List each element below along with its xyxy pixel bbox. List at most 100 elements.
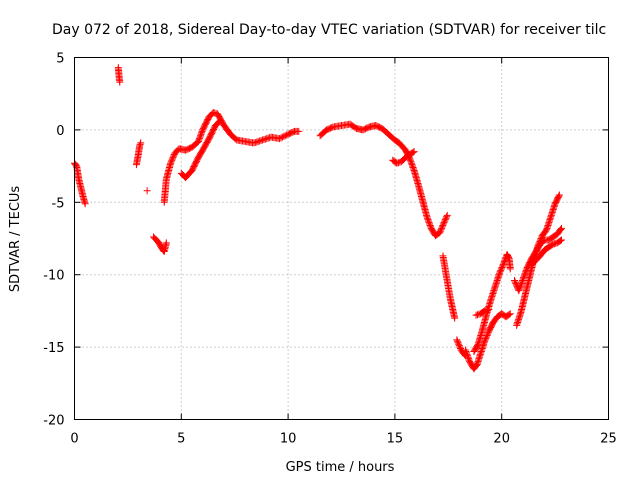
x-tick-label: 25 bbox=[600, 432, 617, 447]
data-point bbox=[499, 262, 507, 270]
data-point bbox=[407, 158, 415, 166]
data-point bbox=[496, 269, 504, 277]
data-point bbox=[409, 148, 417, 156]
data-point bbox=[167, 159, 175, 167]
data-point bbox=[517, 281, 525, 289]
data-point bbox=[496, 268, 504, 276]
x-tick-label: 20 bbox=[493, 432, 510, 447]
data-point bbox=[197, 132, 205, 140]
data-point bbox=[408, 161, 416, 169]
data-point bbox=[438, 223, 446, 231]
data-point bbox=[198, 129, 206, 137]
x-tick-label: 5 bbox=[177, 432, 185, 447]
data-point bbox=[407, 159, 415, 167]
data-point bbox=[463, 350, 471, 358]
data-point bbox=[410, 148, 418, 156]
data-point bbox=[71, 160, 79, 168]
data-point bbox=[464, 352, 472, 360]
data-point bbox=[506, 310, 514, 318]
plot-frame bbox=[74, 57, 609, 420]
data-point bbox=[197, 130, 205, 138]
data-point bbox=[451, 314, 459, 322]
data-point bbox=[136, 142, 144, 150]
data-point bbox=[462, 347, 470, 355]
data-point bbox=[439, 220, 447, 228]
data-point bbox=[537, 235, 545, 242]
y-axis-label: SDTVAR / TECUs bbox=[8, 186, 23, 293]
data-point bbox=[168, 156, 176, 164]
y-tick-label: -10 bbox=[43, 269, 64, 284]
data-point bbox=[436, 227, 444, 235]
data-point bbox=[506, 265, 514, 273]
y-tick-label: 5 bbox=[56, 52, 64, 67]
x-axis-label: GPS time / hours bbox=[286, 460, 395, 475]
y-axis-ticks: 5 0 -5 -10 -15 -20 bbox=[43, 52, 609, 429]
data-point bbox=[162, 239, 170, 247]
data-point bbox=[511, 276, 519, 284]
data-point bbox=[454, 339, 462, 347]
data-point bbox=[409, 164, 417, 172]
data-point bbox=[423, 213, 431, 221]
chart-title: Day 072 of 2018, Sidereal Day-to-day VTE… bbox=[52, 22, 606, 38]
data-point bbox=[116, 78, 124, 86]
data-point bbox=[555, 191, 563, 199]
data-point bbox=[482, 334, 490, 342]
data-point bbox=[516, 284, 524, 292]
data-point bbox=[409, 162, 417, 170]
data-point bbox=[517, 279, 525, 287]
data-point bbox=[170, 152, 178, 160]
y-tick-label: -5 bbox=[52, 196, 65, 211]
x-tick-label: 10 bbox=[280, 432, 297, 447]
data-point bbox=[443, 213, 451, 221]
data-point bbox=[276, 135, 284, 143]
data-point bbox=[440, 219, 448, 227]
data-point bbox=[515, 285, 523, 293]
data-point bbox=[455, 342, 463, 350]
data-point bbox=[498, 263, 506, 271]
data-point bbox=[516, 282, 524, 290]
data-point bbox=[167, 158, 175, 166]
data-point bbox=[535, 240, 543, 248]
data-point bbox=[425, 219, 433, 227]
data-point bbox=[437, 226, 445, 234]
data-point bbox=[423, 214, 431, 222]
data-point bbox=[558, 224, 566, 232]
data-point bbox=[439, 221, 447, 229]
data-point bbox=[464, 353, 472, 361]
data-point bbox=[558, 236, 566, 244]
data-points bbox=[71, 64, 566, 373]
data-point bbox=[557, 226, 565, 234]
data-point bbox=[424, 216, 432, 224]
data-point bbox=[426, 220, 434, 228]
x-tick-label: 0 bbox=[70, 432, 78, 447]
data-point bbox=[195, 135, 203, 143]
data-point bbox=[194, 137, 202, 145]
data-point bbox=[436, 229, 444, 237]
data-point bbox=[462, 349, 470, 357]
data-point bbox=[278, 133, 286, 141]
data-point bbox=[441, 217, 449, 225]
data-point bbox=[143, 187, 151, 195]
data-point bbox=[535, 239, 543, 247]
data-point bbox=[280, 132, 288, 140]
data-point bbox=[465, 355, 473, 363]
data-point bbox=[484, 330, 492, 338]
data-point bbox=[497, 266, 505, 274]
data-point bbox=[196, 133, 204, 141]
data-point bbox=[519, 276, 527, 284]
data-point bbox=[519, 275, 527, 283]
y-tick-label: -20 bbox=[43, 414, 64, 429]
data-point bbox=[425, 217, 433, 225]
x-tick-label: 15 bbox=[387, 432, 404, 447]
data-point bbox=[295, 127, 303, 135]
data-point bbox=[453, 336, 461, 344]
data-point bbox=[555, 192, 563, 200]
data-point bbox=[277, 134, 285, 142]
data-point bbox=[443, 211, 451, 219]
x-axis-ticks: 0 5 10 15 20 25 bbox=[70, 57, 617, 447]
data-point bbox=[137, 139, 145, 147]
data-point bbox=[499, 261, 507, 269]
data-point bbox=[442, 214, 450, 222]
data-point bbox=[81, 200, 89, 208]
